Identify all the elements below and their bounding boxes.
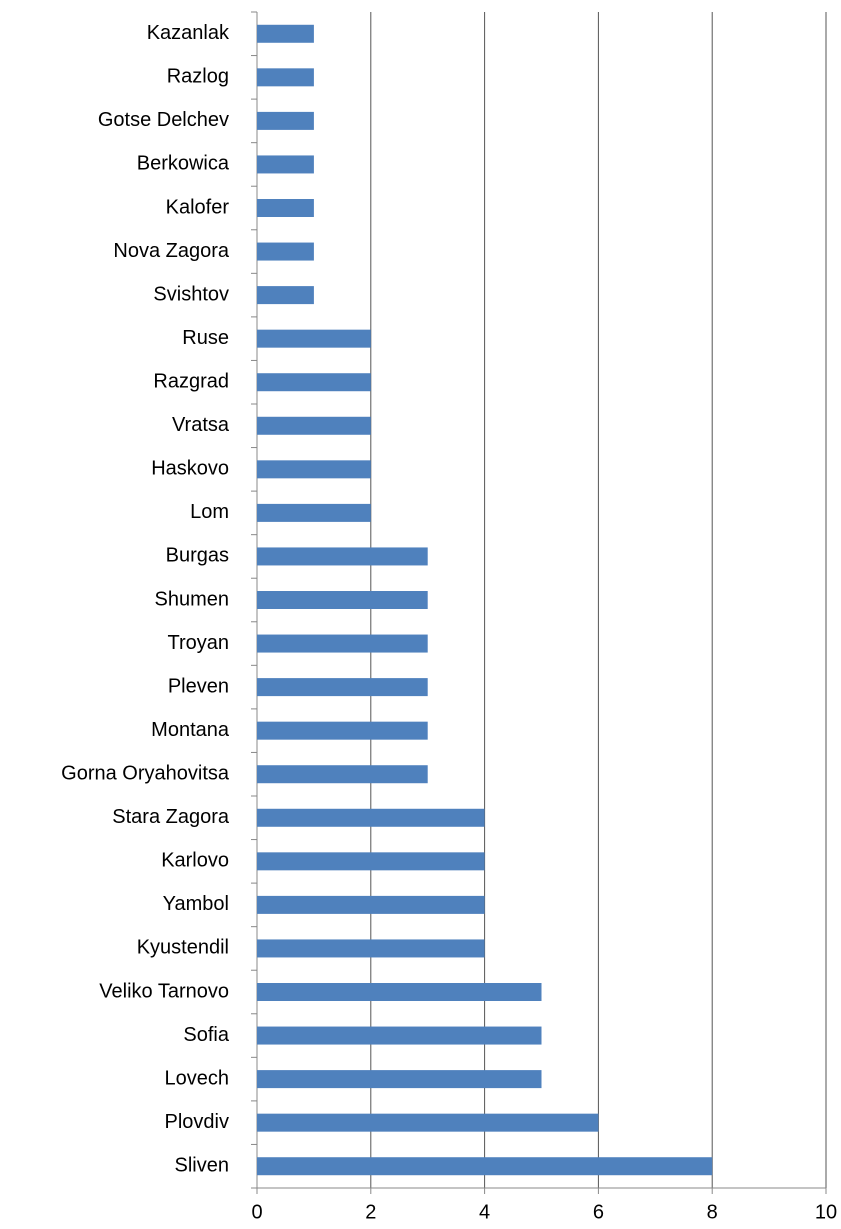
x-tick-label: 2 [365, 1201, 376, 1223]
y-tick-label: Gorna Oryahovitsa [61, 763, 230, 785]
y-tick-label: Veliko Tarnovo [99, 980, 229, 1002]
y-tick-label: Haskovo [151, 458, 229, 480]
bar [257, 416, 371, 435]
bar [257, 634, 428, 653]
bar [257, 852, 485, 871]
y-tick-label: Kazanlak [147, 22, 230, 44]
bar [257, 939, 485, 958]
bar [257, 460, 371, 479]
bar [257, 24, 314, 43]
bar [257, 591, 428, 609]
bar [257, 329, 371, 348]
y-tick-label: Sofia [183, 1024, 229, 1046]
bar [257, 68, 314, 87]
y-tick-label: Gotse Delchev [98, 109, 229, 131]
y-tick-label: Ruse [182, 327, 229, 349]
bar [257, 1026, 542, 1045]
y-tick-label: Svishtov [153, 283, 229, 305]
bar [257, 286, 314, 305]
y-tick-label: Kyustendil [137, 937, 229, 959]
bar [257, 678, 428, 697]
bar [257, 895, 485, 914]
y-tick-label: Yambol [163, 893, 229, 915]
y-tick-label: Kalofer [166, 196, 230, 218]
y-tick-label: Razgrad [153, 371, 229, 393]
x-tick-label: 6 [593, 1201, 604, 1223]
bar [257, 242, 314, 261]
y-tick-label: Razlog [167, 66, 229, 88]
bar [257, 503, 371, 522]
x-tick-label: 8 [707, 1201, 718, 1223]
x-tick-label: 0 [251, 1201, 262, 1223]
y-tick-label: Lovech [165, 1067, 230, 1089]
bar [257, 1157, 713, 1176]
y-tick-label: Sliven [175, 1155, 229, 1177]
y-tick-label: Karlovo [161, 850, 229, 872]
x-tick-label: 10 [815, 1201, 837, 1223]
bar [257, 199, 314, 217]
y-tick-label: Pleven [168, 675, 229, 697]
y-tick-label: Stara Zagora [112, 806, 230, 828]
bar [257, 1070, 542, 1089]
bar [257, 373, 371, 392]
bar [257, 983, 542, 1001]
bar [257, 721, 428, 740]
x-tick-label: 4 [479, 1201, 490, 1223]
y-tick-label: Plovdiv [165, 1111, 229, 1133]
bar [257, 111, 314, 130]
y-tick-label: Shumen [155, 588, 230, 610]
y-tick-label: Berkowica [137, 153, 230, 175]
y-tick-label: Montana [151, 719, 230, 741]
bar [257, 547, 428, 566]
bar [257, 1113, 599, 1132]
y-tick-label: Troyan [167, 632, 229, 654]
y-tick-label: Nova Zagora [113, 240, 229, 262]
bar [257, 155, 314, 174]
y-tick-label: Lom [190, 501, 229, 523]
y-tick-label: Vratsa [172, 414, 230, 436]
bar [257, 765, 428, 784]
bar [257, 808, 485, 827]
y-tick-label: Burgas [166, 545, 229, 567]
